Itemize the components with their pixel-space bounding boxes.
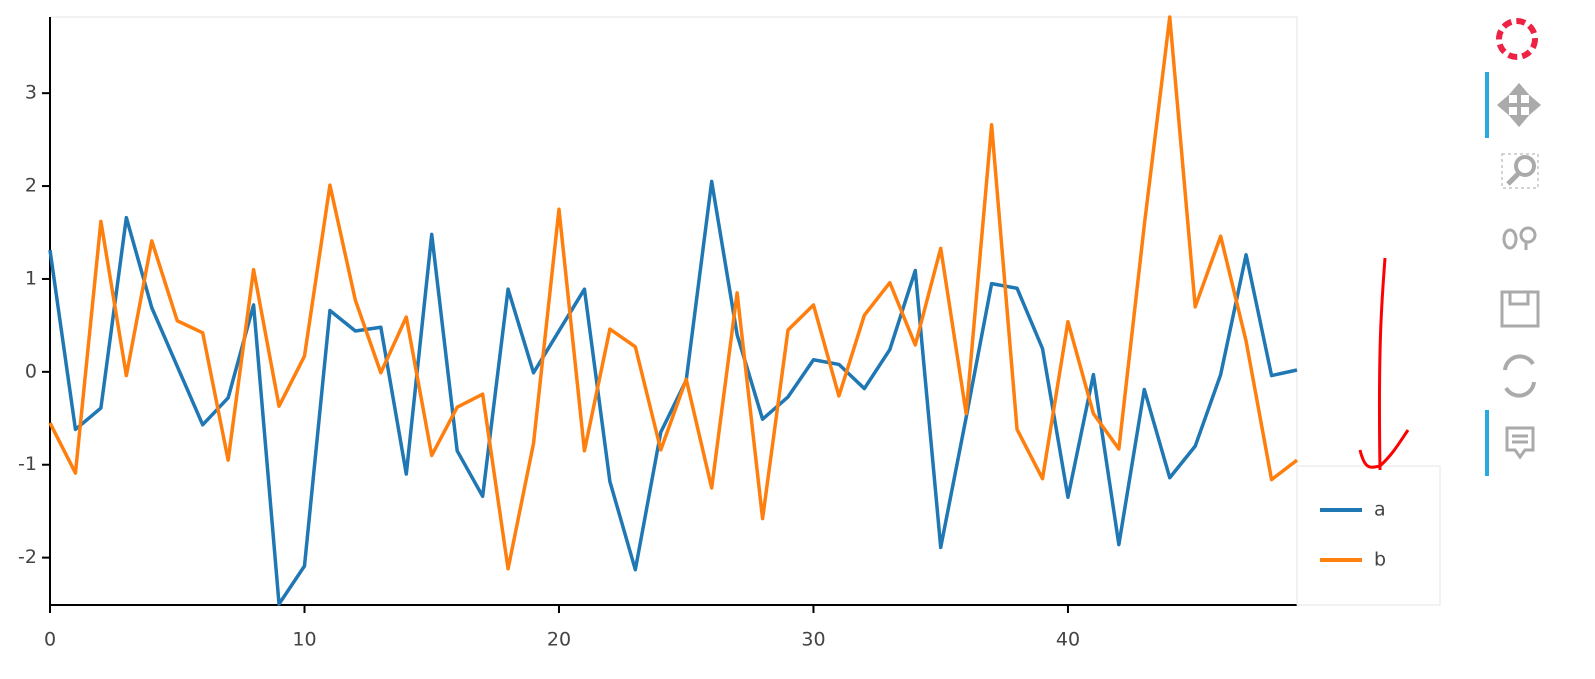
y-tick-label: 1 xyxy=(25,267,37,289)
y-tick-label: 0 xyxy=(25,360,37,382)
y-tick-label: -2 xyxy=(18,546,37,568)
reset-tool[interactable] xyxy=(1503,354,1536,398)
plot-frame xyxy=(49,16,1298,606)
wheel-zoom-tool[interactable] xyxy=(1502,226,1537,250)
y-tick-label: -1 xyxy=(18,453,37,475)
hover-tool[interactable] xyxy=(1505,426,1535,460)
x-tick-label: 30 xyxy=(801,629,825,651)
legend-label: a xyxy=(1374,499,1386,521)
legend-box xyxy=(1296,465,1441,606)
toolbar xyxy=(1485,18,1542,476)
pan-tool[interactable] xyxy=(1496,82,1542,128)
annotation-arrow xyxy=(1358,257,1410,471)
x-tick-label: 0 xyxy=(44,629,56,651)
x-tick-label: 10 xyxy=(292,629,316,651)
save-tool[interactable] xyxy=(1500,290,1540,328)
x-tick-label: 40 xyxy=(1056,629,1080,651)
y-tick-label: 3 xyxy=(25,82,37,104)
active-indicator xyxy=(1485,410,1489,476)
y-tick-label: 2 xyxy=(25,175,37,197)
active-indicator xyxy=(1485,72,1489,138)
bokeh-logo xyxy=(1496,18,1538,60)
box-zoom-tool[interactable] xyxy=(1501,153,1539,189)
x-tick-label: 20 xyxy=(547,629,571,651)
line-series xyxy=(48,15,1299,571)
legend-label: b xyxy=(1374,549,1386,571)
